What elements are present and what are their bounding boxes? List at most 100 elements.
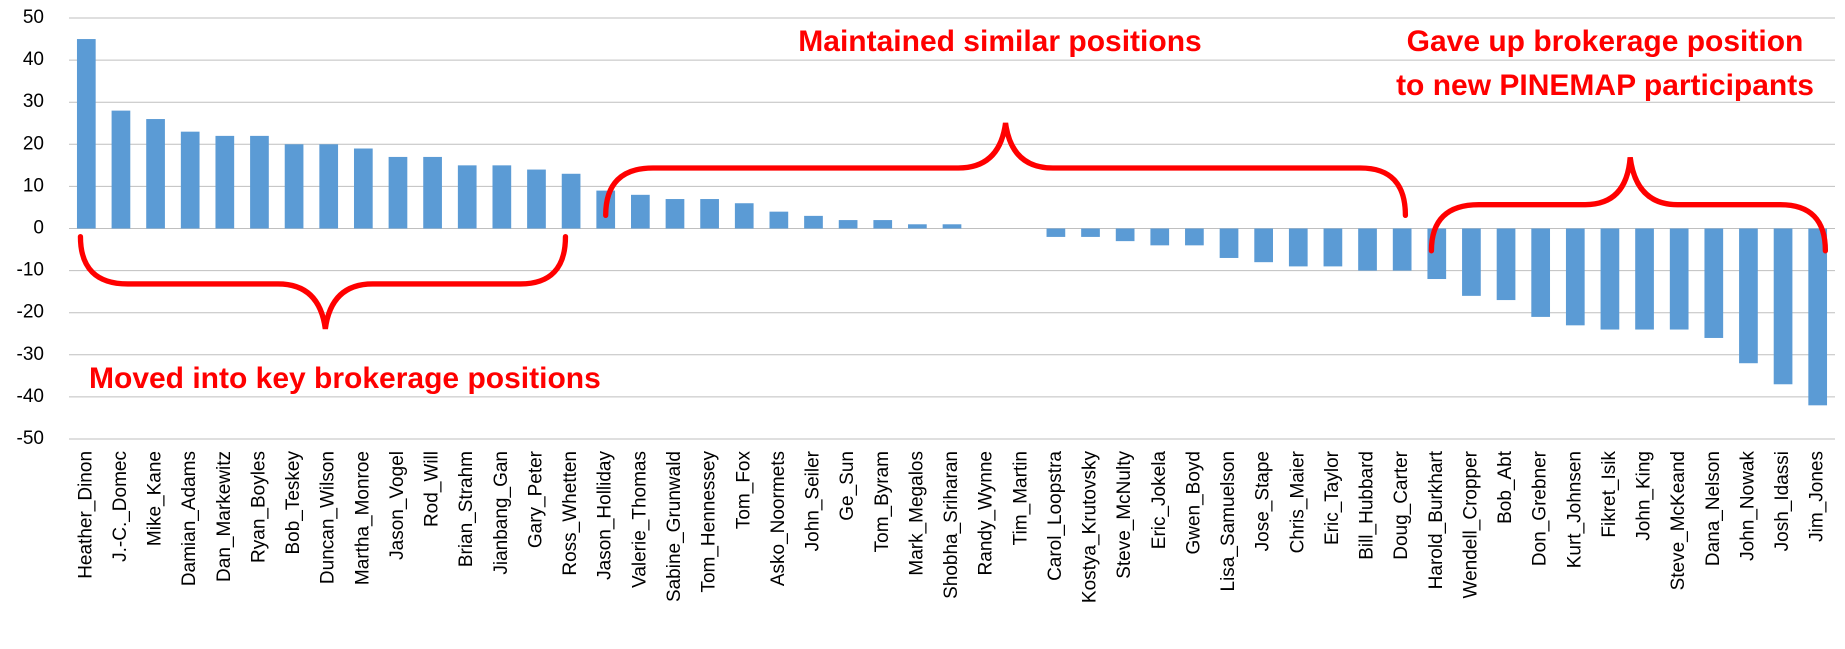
x-tick-label: Mark_Megalos (906, 451, 927, 576)
bar (250, 135, 269, 229)
brace-left (77, 233, 569, 330)
bar (1323, 228, 1343, 267)
y-tick-label: -40 (17, 386, 44, 407)
bar (1392, 228, 1412, 271)
x-tick-label: Carol_Loopstra (1045, 451, 1066, 581)
x-tick-label: Bob_Abt (1495, 450, 1516, 524)
annotation: to new PINEMAP participants (1396, 69, 1814, 102)
x-tick-label: John_Nowak (1737, 451, 1758, 561)
x-tick-label: Eric_Taylor (1322, 450, 1343, 545)
y-tick-label: -10 (17, 260, 44, 281)
bar (1600, 228, 1620, 330)
bar (1150, 228, 1170, 246)
bar (284, 144, 304, 229)
x-tick-label: Tom_Hennessey (699, 451, 720, 593)
x-tick-label: Tom_Byram (872, 451, 893, 552)
bar (1219, 228, 1239, 258)
x-tick-label: Shobha_Sriharan (941, 451, 962, 599)
y-tick-label: 10 (23, 175, 44, 196)
x-tick-label: Chris_Maier (1287, 450, 1308, 553)
x-tick-label: Martha_Monroe (352, 451, 373, 585)
x-tick-label: Gary_Peter (525, 450, 546, 548)
x-tick-label: Don_Grebner (1530, 450, 1551, 566)
annotation: Moved into key brokerage positions (89, 362, 601, 395)
bar (1358, 228, 1377, 271)
x-tick-label: Dan_Markewitz (214, 451, 235, 582)
x-tick-label: Mike_Kane (145, 451, 166, 546)
x-tick-label: Steve_McNulty (1114, 451, 1135, 579)
bar (1773, 228, 1793, 385)
bar (215, 135, 235, 229)
y-tick-label: -20 (17, 302, 44, 323)
bar (180, 131, 200, 229)
x-tick-label: Bill_Hubbard (1357, 451, 1378, 560)
y-tick-label: 40 (23, 49, 44, 70)
bar (1565, 228, 1585, 326)
x-tick-label: J.-C._Domec (110, 451, 131, 562)
x-tick-label: Brian_Strahm (456, 451, 477, 567)
x-tick-label: Tim_Martin (1010, 451, 1031, 545)
bar (942, 224, 962, 229)
x-tick-label: Damian_Adams (179, 451, 200, 586)
bar (492, 165, 512, 229)
x-tick-label: Doug_Carter (1391, 450, 1412, 559)
x-tick-label: Eric_Jokela (1149, 451, 1170, 550)
bar (700, 199, 719, 229)
bar (631, 194, 650, 229)
bar (457, 165, 477, 229)
y-tick-label: 50 (23, 7, 44, 28)
bar (1185, 228, 1204, 246)
x-tick-label: Gwen_Boyd (1183, 451, 1204, 555)
bar (769, 211, 789, 229)
x-tick-label: Harold_Burkhart (1426, 450, 1447, 589)
bar (353, 148, 373, 229)
bar (908, 224, 927, 229)
y-tick-label: 30 (23, 91, 44, 112)
bar (423, 156, 442, 229)
braces (77, 122, 1829, 330)
x-tick-label: Kostya_Krutovsky (1080, 451, 1101, 604)
bar (1115, 228, 1135, 242)
bar (76, 39, 96, 229)
x-tick-label: Josh_Idassi (1772, 451, 1793, 551)
bar (838, 220, 858, 229)
bar (1669, 228, 1689, 330)
bar (1254, 228, 1273, 263)
bar (1081, 228, 1100, 237)
x-tick-label: Wendell_Cropper (1460, 450, 1481, 598)
bar (1635, 228, 1654, 330)
x-tick-label: Sabine_Grunwald (664, 451, 685, 602)
brace-right (1428, 156, 1829, 254)
bar (1288, 228, 1308, 267)
bar (1531, 228, 1551, 317)
y-tick-label: 0 (33, 218, 44, 239)
y-tick-label: 20 (23, 133, 44, 154)
bar (146, 119, 165, 229)
brace-middle (603, 122, 1409, 218)
x-tick-label: Tom_Fox (733, 451, 754, 530)
y-tick-label: -50 (17, 428, 44, 449)
bar (665, 199, 685, 229)
x-tick-label: Jason_Vogel (387, 451, 408, 560)
x-tick-label: Bob_Teskey (283, 451, 304, 555)
bar (1046, 228, 1066, 237)
annotation: Gave up brokerage position (1407, 25, 1804, 58)
x-tick-label: Lisa_Samuelson (1218, 451, 1239, 591)
x-tick-label: Kurt_Johnsen (1564, 451, 1585, 568)
bar (1704, 228, 1724, 338)
x-tick-label: Asko_Noormets (768, 451, 789, 586)
x-tick-label: Dana_Nelson (1703, 451, 1724, 566)
x-tick-label: Randy_Wynne (976, 451, 997, 575)
x-tick-label: Ryan_Boyles (248, 451, 269, 563)
bar (111, 110, 131, 229)
x-tick-label: Jianbang_Gan (491, 451, 512, 575)
bar (1808, 228, 1828, 406)
bar (319, 144, 339, 229)
bar (388, 156, 408, 229)
x-tick-label: Rod_Will (422, 451, 443, 527)
x-tick-label: Jim_Jones (1807, 451, 1828, 542)
annotation: Maintained similar positions (798, 25, 1201, 58)
bar (804, 215, 823, 229)
bar (1496, 228, 1516, 301)
